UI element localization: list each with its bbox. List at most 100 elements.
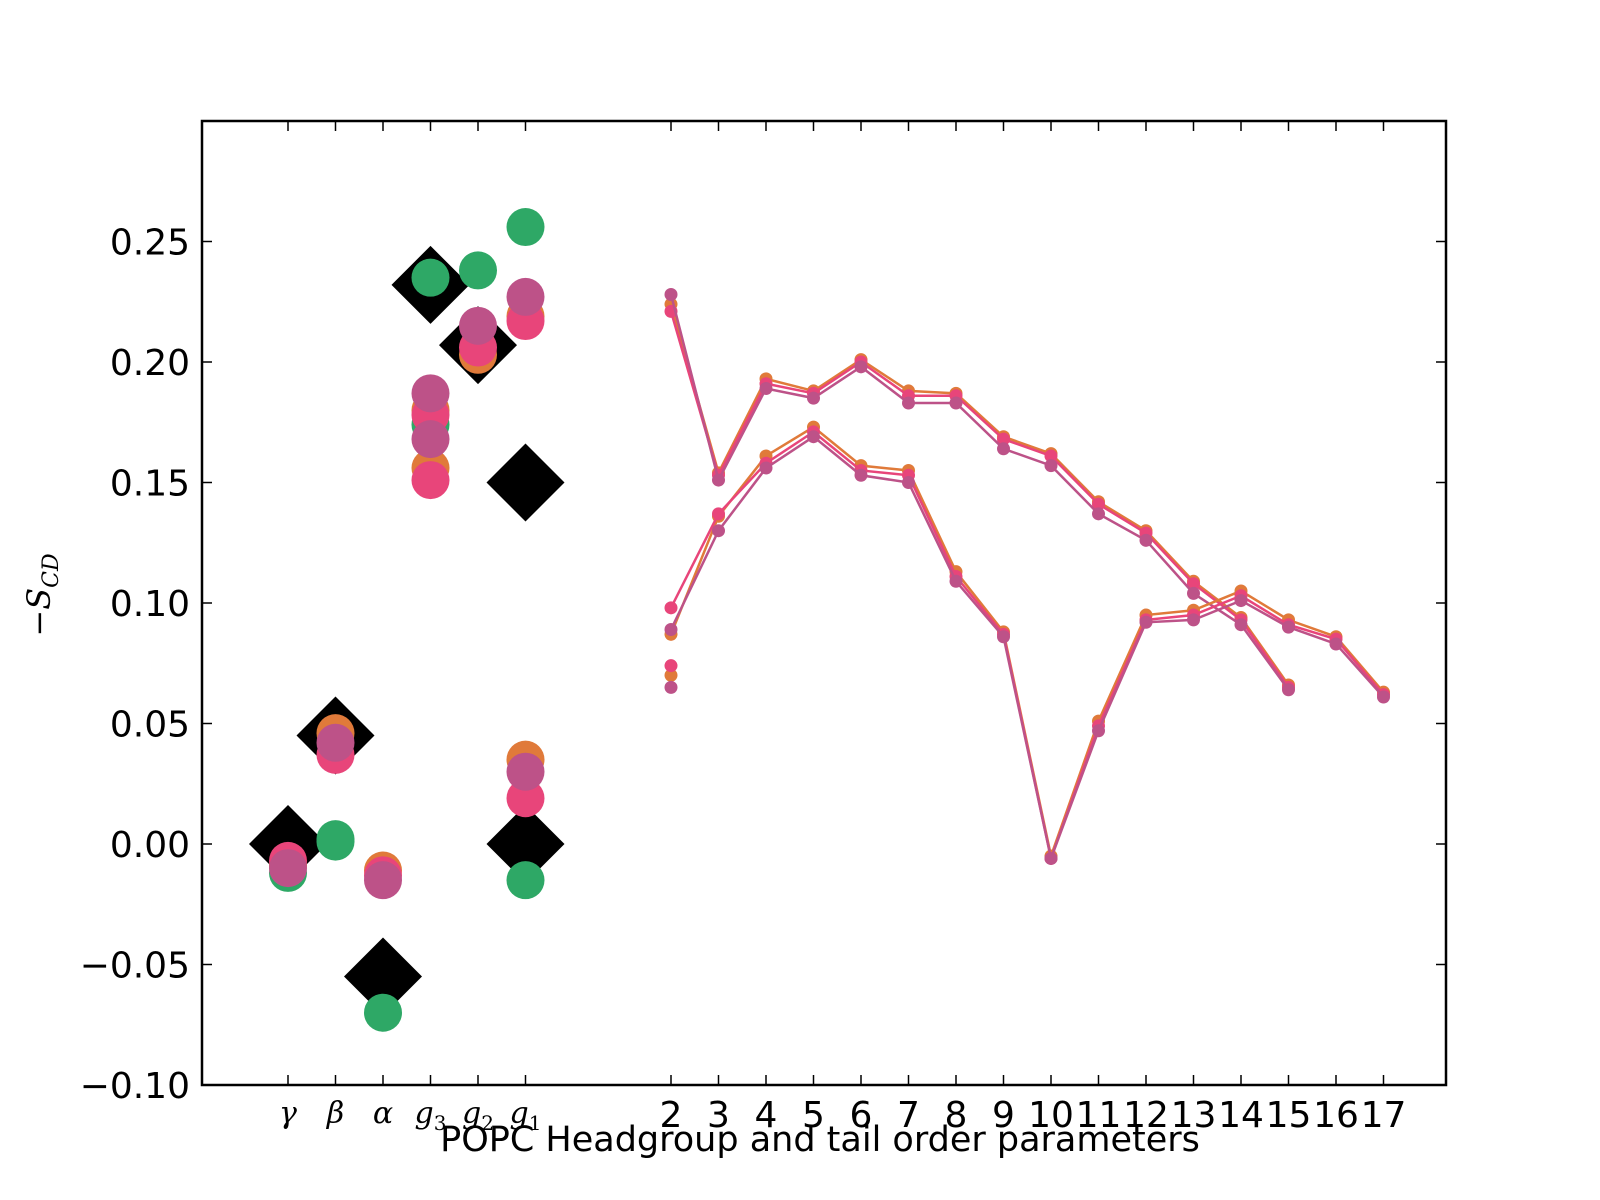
y-tick-label: −0.05 <box>80 946 190 987</box>
tail-point <box>807 430 820 444</box>
tail-tick-label: 16 <box>1313 1095 1359 1136</box>
headgroup-category-label: g3 <box>415 1096 447 1135</box>
tail-point <box>1092 497 1105 511</box>
headgroup-point <box>459 251 497 290</box>
tail-tick-label: 3 <box>707 1095 730 1136</box>
tail-tick-label: 14 <box>1218 1095 1264 1136</box>
tail-series-line <box>669 294 1290 691</box>
headgroup-point <box>316 723 355 762</box>
tail-point <box>902 476 915 489</box>
tail-series-line <box>669 425 1385 861</box>
headgroup-point <box>411 461 450 500</box>
y-tick-label: 0.25 <box>110 223 190 264</box>
tail-point <box>1282 683 1295 697</box>
headgroup-point <box>459 306 497 345</box>
tail-point <box>1092 724 1105 738</box>
headgroup-point <box>364 861 402 900</box>
tail-point <box>664 659 678 673</box>
headgroup-point <box>506 779 545 818</box>
tail-point <box>759 382 773 396</box>
tail-tick-label: 7 <box>897 1095 920 1136</box>
tail-point <box>1139 615 1153 629</box>
tail-point <box>997 630 1010 644</box>
tail-point <box>1234 618 1248 632</box>
y-tick-label: −0.10 <box>80 1066 190 1107</box>
headgroup-category-label: γ <box>279 1096 297 1131</box>
y-tick-label: 0.05 <box>110 705 190 746</box>
y-tick-label: 0.15 <box>110 464 190 505</box>
tail-point <box>664 668 678 682</box>
tail-tick-label: 15 <box>1266 1095 1312 1136</box>
tail-point <box>854 360 868 374</box>
headgroup-point <box>506 861 545 900</box>
tail-tick-label: 12 <box>1123 1095 1169 1136</box>
y-tick-label: 0.10 <box>110 584 190 625</box>
tail-point <box>1234 594 1248 608</box>
tail-point <box>712 524 725 538</box>
headgroup-point <box>411 420 450 459</box>
headgroup-point <box>411 374 450 413</box>
tail-point <box>1044 449 1058 463</box>
tail-point <box>1139 533 1153 547</box>
tail-tick-label: 9 <box>992 1095 1015 1136</box>
tail-point <box>949 396 963 410</box>
tail-point <box>712 473 725 487</box>
headgroup-point <box>506 277 545 316</box>
tail-point <box>1187 586 1200 600</box>
marks-layer <box>249 208 1390 1032</box>
x-axis: γ β α g3 g2 g1 2 3 4 5 6 7 8 9 10 11 12 13 14 15 16 17 <box>279 121 1406 1136</box>
tail-point <box>807 391 820 405</box>
x-axis-title: POPC Headgroup and tail order parameters <box>440 1120 1200 1160</box>
tail-point <box>997 442 1010 456</box>
tail-tick-label: 2 <box>660 1095 683 1136</box>
tail-point <box>664 680 678 694</box>
y-tick-label: 0.20 <box>110 343 190 384</box>
tail-tick-label: 5 <box>802 1095 825 1136</box>
y-tick-label: 0.00 <box>110 825 190 866</box>
tail-point <box>1044 851 1058 865</box>
tail-series-line <box>669 435 1385 863</box>
tail-point <box>1282 620 1295 634</box>
tail-point <box>712 507 725 521</box>
tail-point <box>902 396 915 410</box>
y-axis-title-subscript: CD <box>39 553 64 588</box>
tail-point <box>949 574 963 588</box>
tail-series-line <box>669 430 1385 864</box>
tail-tick-label: 8 <box>945 1095 968 1136</box>
y-axis: −0.10 −0.05 0.00 0.05 0.10 0.15 0.20 0.25 <box>80 223 1446 1107</box>
y-axis-title-main: −S <box>20 588 58 637</box>
tail-point <box>997 432 1010 446</box>
headgroup-category-label: g2 <box>462 1096 494 1135</box>
y-axis-title: −SCD <box>20 553 64 637</box>
tail-tick-label: 4 <box>755 1095 778 1136</box>
tail-point <box>1044 459 1058 473</box>
tail-tick-label: 11 <box>1076 1095 1122 1136</box>
tail-point <box>664 623 678 637</box>
experiment-diamond <box>486 805 565 883</box>
experiment-diamond <box>486 443 565 522</box>
headgroup-point <box>506 752 545 791</box>
tail-point <box>854 468 868 482</box>
tail-tick-label: 13 <box>1171 1095 1217 1136</box>
headgroup-category-label: α <box>373 1096 393 1131</box>
tail-point <box>1187 613 1200 627</box>
tail-point <box>664 601 678 615</box>
tail-point <box>1092 507 1105 521</box>
tail-tick-label: 10 <box>1028 1095 1074 1136</box>
tail-tick-label: 6 <box>850 1095 873 1136</box>
tail-series-line <box>669 303 1290 686</box>
tail-point <box>1187 577 1200 591</box>
tail-tick-label: 17 <box>1361 1095 1407 1136</box>
tail-point <box>759 461 773 475</box>
tail-point <box>664 288 678 302</box>
headgroup-category-label: β <box>326 1096 344 1131</box>
tail-series-line <box>669 311 1290 689</box>
headgroup-point <box>269 849 307 888</box>
headgroup-point <box>506 208 545 247</box>
headgroup-point <box>364 993 402 1032</box>
experiment-diamond <box>344 937 422 1016</box>
tail-point <box>1377 690 1390 704</box>
headgroup-category-label: g1 <box>510 1096 542 1135</box>
tail-point <box>1329 637 1343 651</box>
